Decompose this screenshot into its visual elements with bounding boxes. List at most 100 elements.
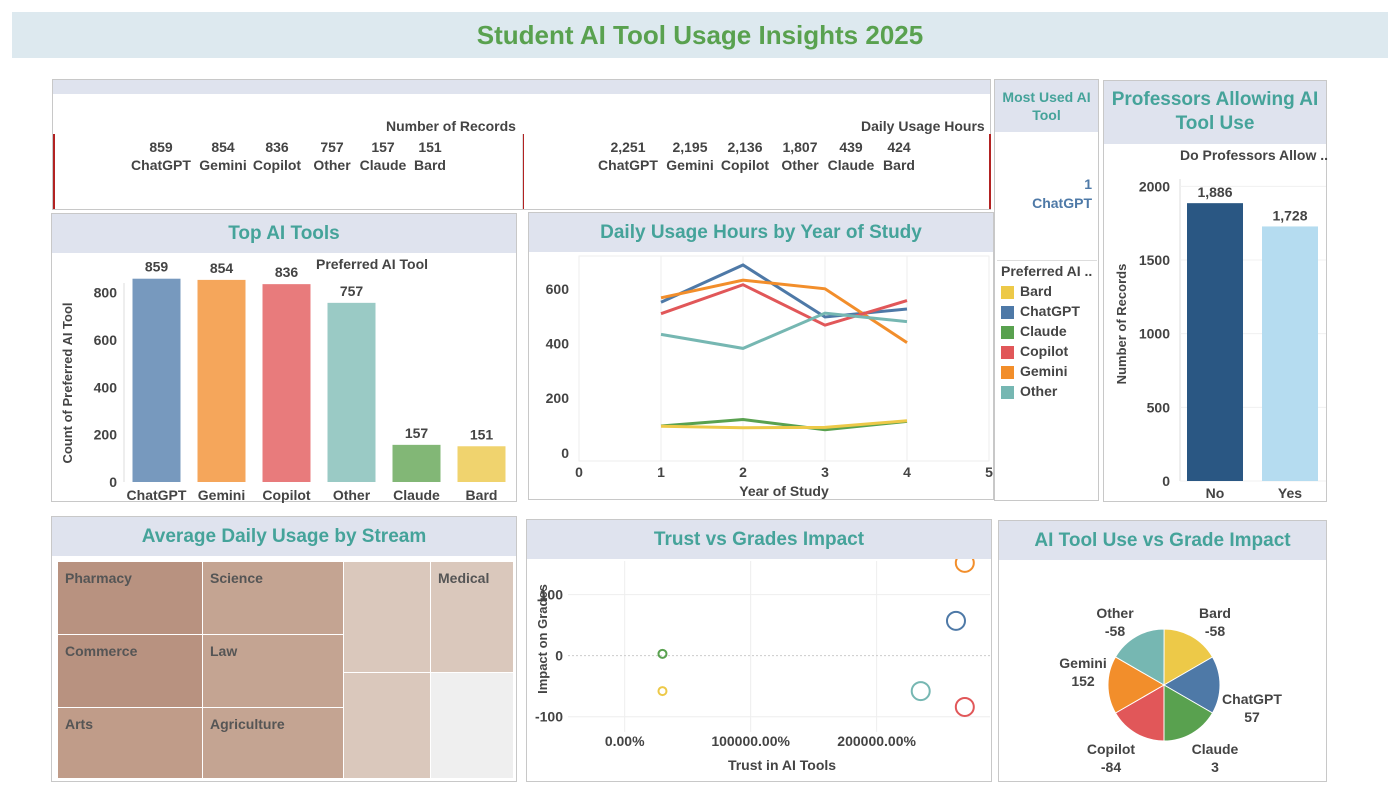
legend-item[interactable]: Copilot: [1001, 343, 1068, 363]
pie-label-value: -84: [1101, 759, 1121, 775]
grade-impact-chart: Bard -58 ChatGPT 57 Claude 3 Copilot -84 Gemini 1…: [1059, 605, 1282, 775]
hours-tool: Bard: [883, 157, 915, 173]
bar-value-label: 157: [405, 425, 429, 441]
hours-item: 2,251 ChatGPT: [588, 138, 668, 174]
record-tool: ChatGPT: [131, 157, 191, 173]
pie-label-value: 57: [1244, 709, 1260, 725]
hours-item: 1,807 Other: [760, 138, 840, 174]
hours-tool: Other: [781, 157, 819, 173]
bar: [132, 278, 181, 482]
scatter-point-gemini: [954, 559, 975, 573]
legend-label: Copilot: [1020, 343, 1069, 359]
treemap-cell-law[interactable]: Law: [202, 634, 344, 708]
line-y-tick: 400: [546, 335, 570, 351]
treemap-cell-agriculture[interactable]: Agriculture: [202, 707, 344, 779]
trust-vs-grades-title: Trust vs Grades Impact: [527, 520, 991, 559]
line-y-tick: 200: [546, 390, 570, 406]
legend-item[interactable]: Gemini: [1001, 363, 1067, 383]
legend-item[interactable]: Claude: [1001, 323, 1067, 343]
professors-y-tick: 2000: [1139, 178, 1170, 194]
bar-value-label: 854: [210, 260, 234, 276]
hours-value: 1,807: [782, 139, 818, 155]
hours-item: 2,195 Gemini: [650, 138, 730, 174]
hours-tool: Claude: [827, 157, 875, 173]
treemap-cell-arts[interactable]: Arts: [57, 707, 203, 779]
legend-item[interactable]: ChatGPT: [1001, 303, 1080, 323]
hours-value: 2,251: [610, 139, 646, 155]
hours-item: 424 Bard: [859, 138, 939, 174]
bar-x-tick: ChatGPT: [127, 487, 187, 503]
legend-label: Bard: [1020, 283, 1052, 299]
record-tool: Claude: [359, 157, 407, 173]
record-tool: Copilot: [252, 157, 302, 173]
scatter-x-axis-label: Trust in AI Tools: [728, 757, 836, 773]
line-series-gemini: [660, 278, 908, 344]
bar-x-tick: Gemini: [198, 487, 245, 503]
records-panel-header: [53, 80, 990, 94]
professors-y-tick: 0: [1162, 473, 1170, 489]
professors-y-tick: 500: [1147, 399, 1171, 415]
treemap-cell-science[interactable]: Science: [202, 561, 344, 635]
treemap-cell-blank[interactable]: [343, 672, 431, 779]
records-left-header: Number of Records: [386, 118, 516, 134]
bar: [457, 446, 506, 482]
treemap-cell-commerce[interactable]: Commerce: [57, 634, 203, 708]
usage-by-year-title: Daily Usage Hours by Year of Study: [529, 213, 993, 252]
treemap-panel: Average Daily Usage by Stream Pharmacy S…: [51, 516, 517, 782]
record-item: 757 Other: [292, 138, 372, 174]
bar-value-label: 151: [470, 426, 494, 442]
record-value: 757: [320, 139, 344, 155]
most-used-title: Most Used AI Tool: [995, 80, 1098, 132]
treemap-cell-blank[interactable]: [430, 672, 514, 779]
trust-vs-grades-chart: 0.00% 100000.00% 200000.00% 100 0 -100 Trust i…: [535, 559, 990, 773]
treemap-label: Law: [210, 643, 238, 659]
grade-impact-panel: AI Tool Use vs Grade Impact Bard -58 ChatG…: [998, 520, 1327, 782]
bar-value-label: 757: [340, 283, 364, 299]
pie-label-name: ChatGPT: [1222, 691, 1282, 707]
scatter-x-tick: 200000.00%: [837, 733, 916, 749]
record-item: 157 Claude: [343, 138, 423, 174]
bar-y-tick: 400: [94, 379, 118, 395]
treemap-label: Medical: [438, 570, 490, 586]
legend-label: Other: [1020, 383, 1058, 399]
record-tool: Gemini: [199, 157, 247, 173]
line-x-tick: 0: [575, 464, 583, 480]
scatter-x-tick: 0.00%: [605, 733, 645, 749]
bar-x-tick: Claude: [393, 487, 440, 503]
records-hours-box: [522, 134, 991, 209]
treemap-cell-pharmacy[interactable]: Pharmacy: [57, 561, 203, 635]
top-tools-chart: Preferred AI Tool Count of Preferred AI T…: [60, 256, 506, 503]
pie-label-value: -58: [1205, 623, 1225, 639]
professors-value-label: 1,886: [1197, 184, 1232, 200]
treemap-label: Commerce: [65, 643, 138, 659]
line-x-tick: 3: [821, 464, 829, 480]
hours-item: 2,136 Copilot: [705, 138, 785, 174]
professors-y-tick: 1000: [1139, 326, 1170, 342]
legend-title: Preferred AI ..: [1001, 263, 1093, 279]
bar-y-tick: 800: [94, 285, 118, 301]
treemap-cell-medical[interactable]: Medical: [430, 561, 514, 673]
professors-panel: Professors Allowing AI Tool Use Do Profe…: [1103, 80, 1328, 502]
scatter-y-tick: -100: [535, 709, 563, 725]
pie-slice-gemini: [1107, 656, 1165, 714]
treemap-cell-blank[interactable]: [343, 561, 431, 673]
top-tools-title: Top AI Tools: [52, 214, 516, 253]
legend-swatch: [1001, 325, 1014, 339]
line-series-bard: [660, 419, 908, 430]
bar: [327, 302, 376, 482]
top-tools-panel: Top AI Tools Preferred AI Tool Count of P…: [51, 213, 517, 503]
legend-label: ChatGPT: [1020, 303, 1080, 319]
usage-by-year-chart: 0 1 2 3 4 5 0 200 400 600 Year of Study: [546, 255, 993, 499]
line-x-axis-label: Year of Study: [739, 483, 829, 499]
pie-slice-claude: [1163, 684, 1214, 742]
line-plot-area: [578, 255, 990, 462]
professors-bar: [1262, 226, 1318, 481]
bar: [197, 279, 246, 482]
legend-item[interactable]: Other: [1001, 383, 1057, 403]
pie-label-name: Gemini: [1059, 655, 1106, 671]
grade-impact-title: AI Tool Use vs Grade Impact: [999, 521, 1326, 560]
legend-item[interactable]: Bard: [1001, 283, 1052, 303]
scatter-y-axis-label: Impact on Grades: [535, 584, 550, 694]
line-x-tick: 1: [657, 464, 665, 480]
records-right-header: Daily Usage Hours: [861, 118, 985, 134]
